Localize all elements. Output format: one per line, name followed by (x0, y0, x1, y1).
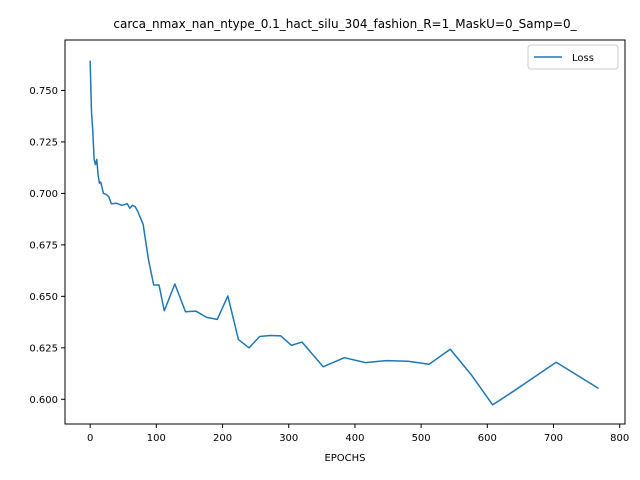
y-tick-label: 0.600 (29, 395, 58, 406)
x-tick-label: 0 (87, 433, 93, 444)
y-tick-label: 0.750 (29, 86, 58, 97)
y-tick-label: 0.625 (29, 343, 58, 354)
x-tick-label: 500 (412, 433, 431, 444)
loss-series-line (89, 60, 599, 406)
x-tick-label: 600 (478, 433, 497, 444)
x-axis: 0 100 200 300 400 500 600 700 800 (87, 424, 629, 444)
x-tick-label: 800 (610, 433, 629, 444)
y-axis: 0.600 0.625 0.650 0.675 0.700 0.725 0.750 (29, 86, 65, 406)
y-tick-label: 0.700 (29, 189, 58, 200)
x-tick-label: 400 (345, 433, 364, 444)
x-tick-label: 100 (147, 433, 166, 444)
y-tick-label: 0.675 (29, 240, 58, 251)
legend-box (527, 44, 619, 70)
chart-title: carca_nmax_nan_ntype_0.1_hact_silu_304_f… (113, 17, 577, 31)
legend: Loss (527, 44, 619, 70)
y-tick-label: 0.725 (29, 137, 58, 148)
x-tick-label: 300 (279, 433, 298, 444)
x-tick-label: 200 (213, 433, 232, 444)
series-layer (89, 60, 599, 406)
x-tick-label: 700 (544, 433, 563, 444)
x-axis-label: EPOCHS (324, 453, 365, 464)
legend-label-loss: Loss (572, 53, 594, 64)
y-tick-label: 0.650 (29, 292, 58, 303)
plot-area-frame (64, 39, 626, 425)
